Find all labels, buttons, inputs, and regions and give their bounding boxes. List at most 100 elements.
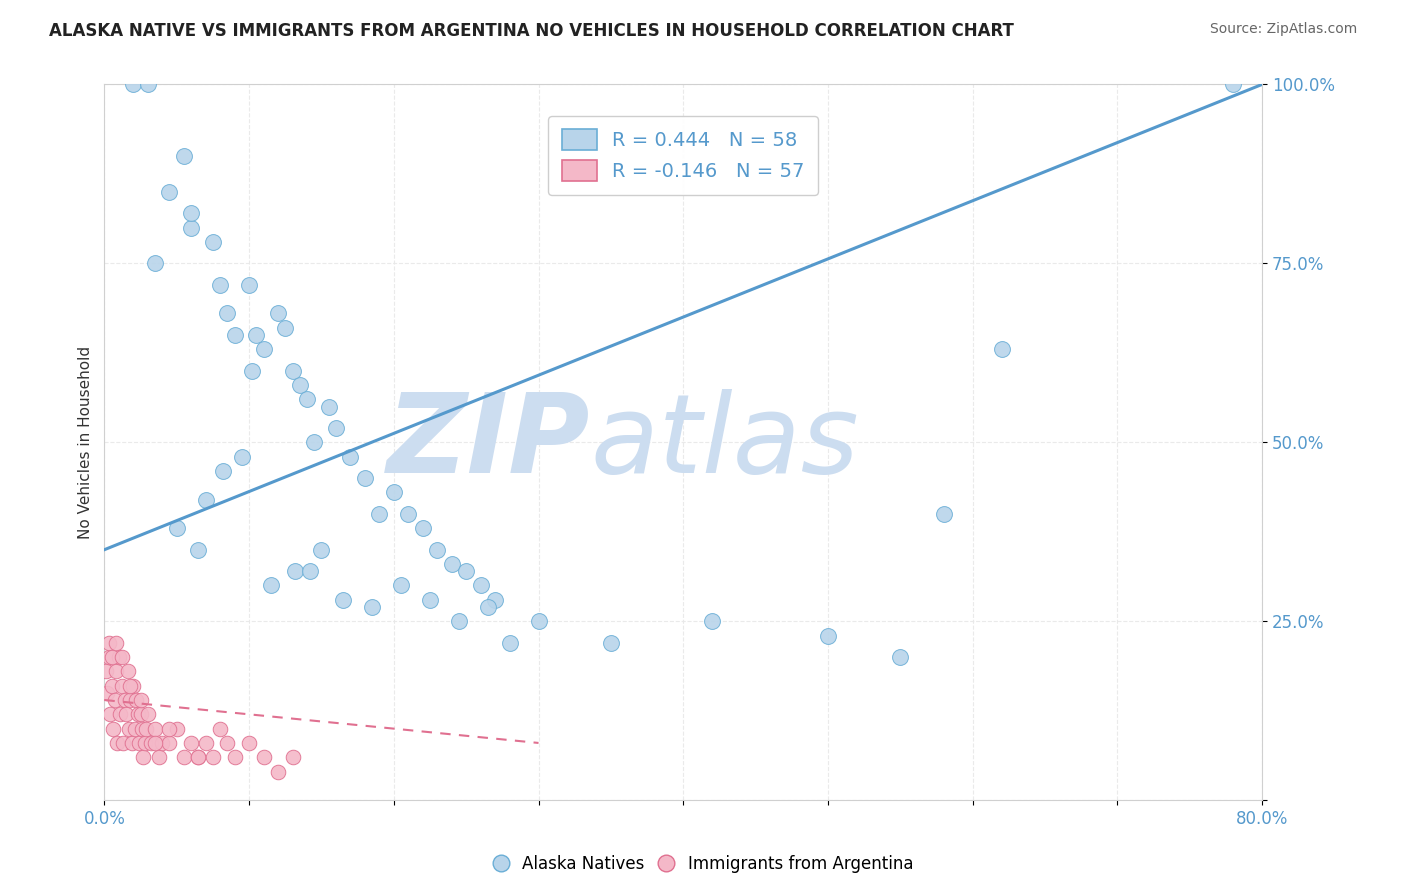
Point (104, 636, 127, 650)
Point (389, 578, 412, 592)
Point (212, 464, 235, 478)
Point (112, 736, 135, 750)
Point (128, 736, 150, 750)
Point (194, 492, 217, 507)
Legend: R = 0.444   N = 58, R = -0.146   N = 57: R = 0.444 N = 58, R = -0.146 N = 57 (548, 116, 818, 195)
Point (332, 592, 354, 607)
Point (97, 636, 120, 650)
Point (224, 750, 246, 764)
Point (274, 320, 297, 334)
Point (217, 736, 239, 750)
Point (817, 629, 839, 643)
Point (302, 435, 325, 450)
Y-axis label: No Vehicles in Household: No Vehicles in Household (79, 346, 93, 539)
Point (111, 679, 134, 693)
Point (143, 736, 166, 750)
Point (447, 614, 470, 628)
Point (599, 636, 621, 650)
Point (194, 736, 217, 750)
Point (339, 450, 361, 464)
Point (187, 750, 209, 764)
Point (702, 614, 724, 628)
Point (187, 542, 209, 557)
Point (173, 750, 195, 764)
Text: Source: ZipAtlas.com: Source: ZipAtlas.com (1209, 22, 1357, 37)
Point (238, 277, 260, 292)
Point (311, 542, 333, 557)
Point (121, 736, 143, 750)
Point (419, 592, 441, 607)
Point (288, 378, 311, 392)
Point (361, 599, 384, 614)
Point (98, 707, 121, 722)
Point (131, 722, 153, 736)
Point (111, 650, 134, 665)
Point (134, 736, 156, 750)
Point (136, 78, 159, 92)
Point (101, 722, 124, 736)
Point (110, 707, 132, 722)
Point (139, 736, 162, 750)
Point (325, 421, 347, 435)
Point (412, 521, 434, 535)
Point (159, 185, 181, 199)
Point (166, 521, 188, 535)
Point (224, 328, 246, 343)
Point (103, 693, 125, 707)
Point (527, 614, 550, 628)
Point (426, 542, 449, 557)
Point (498, 636, 520, 650)
Point (368, 507, 391, 521)
Point (166, 722, 188, 736)
Point (124, 722, 146, 736)
Point (136, 707, 159, 722)
Point (173, 149, 195, 163)
Point (932, 507, 955, 521)
Point (201, 235, 224, 249)
Point (260, 578, 283, 592)
Point (209, 277, 232, 292)
Point (990, 343, 1012, 357)
Point (150, 736, 173, 750)
Point (267, 764, 290, 779)
Point (201, 750, 224, 764)
Point (127, 707, 149, 722)
Text: ALASKA NATIVE VS IMMIGRANTS FROM ARGENTINA NO VEHICLES IN HOUSEHOLD CORRELATION : ALASKA NATIVE VS IMMIGRANTS FROM ARGENTI… (49, 22, 1014, 40)
Point (231, 450, 253, 464)
Point (484, 592, 506, 607)
Point (889, 650, 911, 665)
Point (148, 750, 170, 764)
Point (107, 736, 129, 750)
Point (159, 736, 181, 750)
Point (108, 650, 131, 665)
Point (100, 679, 122, 693)
Point (129, 693, 152, 707)
Point (281, 364, 304, 378)
Text: atlas: atlas (591, 389, 859, 496)
Point (115, 707, 138, 722)
Point (470, 578, 492, 592)
Point (180, 220, 202, 235)
Point (132, 750, 155, 764)
Point (97, 650, 120, 665)
Point (96, 686, 118, 700)
Point (267, 306, 290, 320)
Point (129, 707, 152, 722)
Point (1222, 78, 1244, 92)
Point (252, 343, 274, 357)
Legend: Alaska Natives, Immigrants from Argentina: Alaska Natives, Immigrants from Argentin… (485, 848, 921, 880)
Point (118, 722, 141, 736)
Point (456, 564, 478, 578)
Point (245, 328, 267, 343)
Point (238, 736, 260, 750)
Point (114, 693, 136, 707)
Point (281, 750, 304, 764)
Point (122, 78, 145, 92)
Point (187, 750, 209, 764)
Point (120, 679, 142, 693)
Point (382, 485, 405, 500)
Point (298, 564, 321, 578)
Point (94, 665, 117, 679)
Point (117, 665, 139, 679)
Point (477, 599, 499, 614)
